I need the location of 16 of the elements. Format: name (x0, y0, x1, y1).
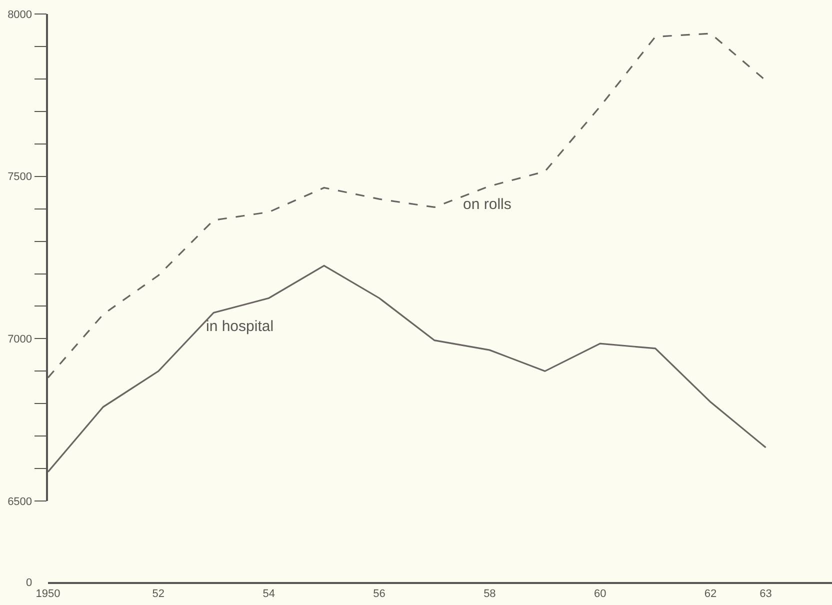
y-tick-label: 7000 (8, 334, 32, 346)
y-tick-label: 6500 (8, 496, 32, 508)
text: 0 (26, 577, 32, 589)
x-tick-label: 60 (594, 588, 606, 600)
x-tick-label: 62 (704, 588, 717, 600)
line-series (48, 264, 767, 473)
x-tick-label: 52 (152, 588, 165, 600)
annotation: in hospital (206, 318, 274, 335)
annotation: on rolls (463, 196, 512, 213)
x-tick-label: 63 (760, 588, 772, 600)
x-tick-label: 56 (373, 588, 386, 600)
x-tick-label: 1950 (36, 588, 60, 600)
x-tick-label: 54 (262, 588, 275, 600)
y-tick-label: 8000 (8, 8, 32, 21)
y-tick-label: 7500 (8, 171, 32, 184)
x-tick-label: 58 (484, 588, 496, 600)
